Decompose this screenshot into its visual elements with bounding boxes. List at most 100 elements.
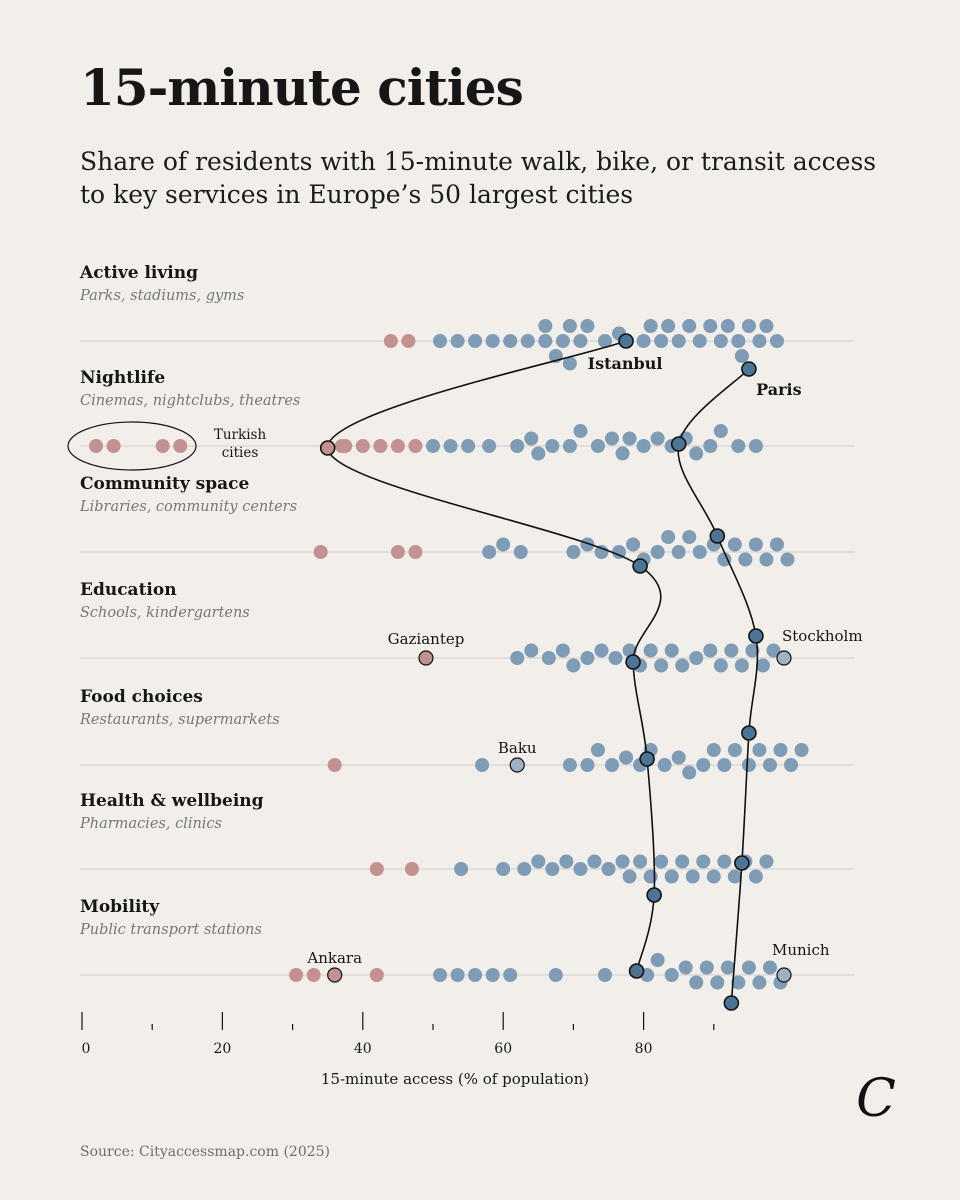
city-dot [513,545,528,559]
highlight-point-paris [734,855,750,871]
city-dot [580,537,595,552]
city-dot [755,658,770,673]
turkish-city-dot [401,334,416,348]
labeled-point-stockholm [776,650,792,666]
city-dot [762,960,777,975]
city-dot [475,758,490,772]
x-axis: 0 20 40 60 80 15-minute access (% of populati… [81,1012,715,1088]
city-dot [762,758,777,772]
city-dot [601,862,616,876]
city-dot [661,319,676,333]
city-dot [633,854,648,869]
city-dot [636,439,651,453]
city-dot [461,439,476,453]
city-dot [784,758,799,772]
turkish-city-dot [369,968,384,982]
city-dot [643,319,658,333]
label-munich: Munich [772,941,830,959]
city-dot [566,658,581,673]
city-dot [734,658,749,673]
city-dot [731,439,746,453]
city-dot [612,545,627,559]
city-dot [759,552,774,567]
city-dot [615,854,630,869]
label-stockholm: Stockholm [782,627,863,645]
city-dot [587,854,602,869]
city-dot [485,334,500,348]
city-dot [748,537,763,552]
city-dot [562,758,577,772]
city-dot [643,643,658,658]
city-dot [678,960,693,975]
city-dot [741,960,756,975]
highlight-points [319,333,792,1011]
turkish-city-dot [106,439,121,453]
highlight-point-istanbul [625,654,641,670]
city-dot [538,319,553,333]
city-dot [531,854,546,869]
city-dot [524,643,539,658]
city-dots [89,319,809,990]
city-dot [724,643,739,658]
row-label: Active living [79,263,198,283]
city-dot [562,439,577,453]
city-dot [555,334,570,348]
city-dot [443,439,458,453]
label-paris: Paris [756,380,801,399]
city-dot [580,651,595,665]
city-dot [566,545,581,559]
x-axis-title: 15-minute access (% of population) [321,1070,589,1088]
city-dot [685,869,700,884]
row-label: Mobility [80,897,160,917]
city-dot [468,334,483,348]
highlight-point-paris [709,528,726,544]
city-dot [689,651,704,665]
city-dot [727,537,742,552]
label-turkish-group: Turkish [214,427,267,443]
city-dot [580,319,595,333]
turkish-city-dot [338,439,353,453]
city-dot [671,545,686,559]
city-dot [454,862,469,876]
city-dot [433,334,448,348]
city-dot [713,658,728,673]
city-dot [605,758,620,772]
highlight-point-paris [741,725,757,741]
city-dot [573,334,588,348]
labeled-point-munich [776,967,792,983]
source-note: Source: Cityaccessmap.com (2025) [80,1144,331,1160]
city-dot [622,431,637,446]
city-dot [622,869,637,884]
row-sublabel: Pharmacies, clinics [79,816,222,832]
city-dot [696,854,711,869]
city-dot [524,431,539,446]
city-dot [597,334,612,348]
row-sublabel: Restaurants, supermarkets [79,712,280,728]
city-dot [590,743,605,757]
city-dot [703,643,718,658]
turkish-city-dot [89,439,104,453]
city-dot [699,960,714,975]
city-dot [713,334,728,348]
city-dot [562,356,577,371]
highlight-point-istanbul [319,440,336,456]
city-dot [626,537,641,552]
row-label: Health & wellbeing [80,791,264,811]
label-turkish-group: cities [222,445,259,461]
city-dot [636,334,651,348]
turkish-city-dot [355,439,370,453]
city-dot [682,530,697,544]
city-dot [468,968,483,982]
city-dot [541,651,556,665]
turkish-city-dot [408,545,423,559]
row-label: Nightlife [80,368,165,388]
turkish-city-dot [390,545,405,559]
city-dot [510,651,525,665]
city-dot [426,439,440,453]
city-dot [538,334,553,348]
city-dot [643,869,658,884]
city-dot [738,552,753,567]
city-dot [773,743,788,757]
x-tick-label: 40 [354,1041,372,1057]
city-dot [503,334,518,348]
